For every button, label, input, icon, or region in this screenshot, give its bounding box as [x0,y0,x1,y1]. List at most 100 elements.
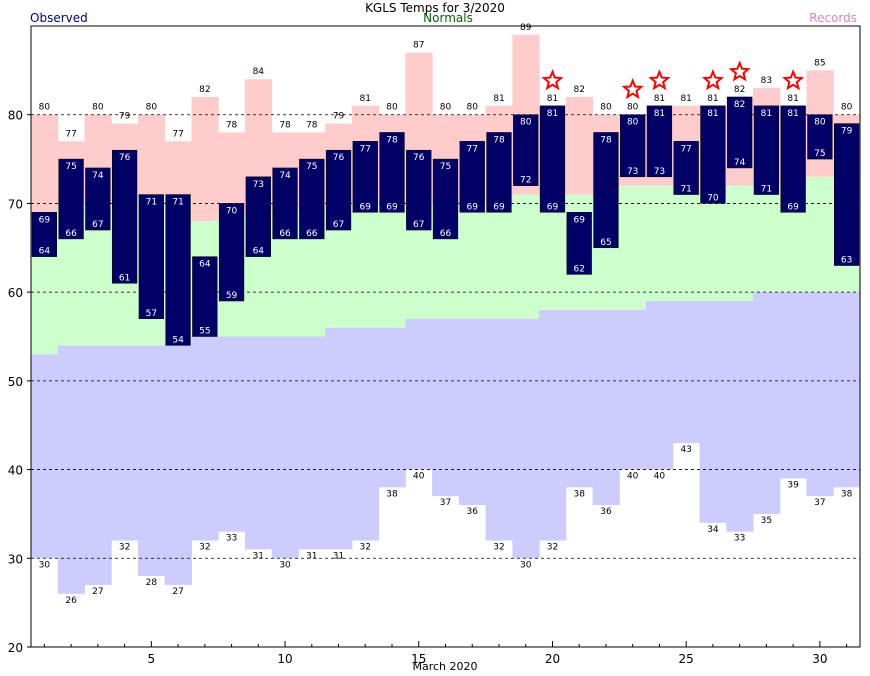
record-high-label: 80 [841,103,853,113]
normal-band [539,194,567,310]
normal-band [806,176,834,293]
observed-low-label: 74 [734,158,746,168]
observed-bar [539,105,566,213]
record-low-label: 32 [360,543,371,553]
observed-bar [58,158,84,240]
observed-high-label: 76 [333,153,345,163]
observed-low-label: 71 [761,185,772,195]
observed-high-label: 75 [440,162,451,172]
legend-records: Records [809,11,857,25]
observed-low-label: 66 [65,229,77,239]
record-high-label: 80 [146,103,158,113]
record-low-band [458,318,487,506]
normal-band [512,194,540,319]
observed-low-label: 64 [253,247,265,257]
observed-high-label: 78 [493,135,505,145]
record-low-band [753,292,781,514]
record-high-label: 79 [119,112,131,122]
record-low-label: 32 [547,543,558,553]
observed-bar [352,141,378,213]
record-low-label: 31 [333,551,344,561]
observed-bar [432,158,459,240]
record-low-label: 30 [279,560,291,570]
observed-bar [325,149,352,231]
observed-high-label: 69 [39,215,51,225]
x-tick-label: 20 [545,652,560,666]
observed-bar [727,96,753,169]
record-low-label: 32 [493,543,504,553]
record-low-label: 28 [146,578,158,588]
observed-bar [673,141,699,195]
record-high-label: 87 [413,41,424,51]
record-low-label: 31 [306,551,317,561]
record-low-band [271,336,299,559]
record-low-label: 30 [39,560,51,570]
record-low-band [619,309,647,470]
y-tick-label: 60 [8,286,23,300]
observed-high-label: 77 [360,144,371,154]
record-low-label: 38 [386,489,398,499]
record-low-band [325,327,353,550]
record-low-band [244,336,273,550]
record-high-band [218,132,246,213]
record-high-band [164,141,192,195]
record-high-label: 82 [199,85,210,95]
observed-bar [299,158,325,240]
record-low-label: 37 [814,498,825,508]
record-low-band [512,318,540,559]
observed-bar [566,212,592,275]
observed-high-label: 81 [761,109,772,119]
observed-low-label: 69 [467,202,479,212]
observed-high-label: 69 [573,215,585,225]
observed-low-label: 62 [573,264,584,274]
record-low-label: 40 [627,472,639,482]
observed-high-label: 77 [680,144,691,154]
observed-low-label: 72 [520,176,531,186]
observed-low-label: 65 [600,238,611,248]
y-tick-label: 50 [8,375,23,389]
record-low-band [539,309,567,541]
normal-band [726,185,754,302]
record-low-band [699,301,727,523]
x-axis-label: March 2020 [412,660,478,673]
observed-high-label: 78 [386,135,398,145]
record-star-icon [782,69,805,91]
y-tick-label: 70 [8,197,23,211]
observed-bar [111,149,138,284]
observed-low-label: 55 [199,327,210,337]
record-high-label: 79 [333,112,345,122]
record-high-band [191,96,219,222]
record-low-label: 40 [413,472,425,482]
observed-high-label: 76 [413,153,425,163]
record-star-icon [701,69,725,91]
record-low-label: 40 [654,472,666,482]
record-high-label: 80 [39,103,51,113]
record-low-band [833,292,861,488]
record-low-band [646,301,674,470]
record-low-label: 31 [253,551,264,561]
observed-bar [192,256,218,337]
observed-low-label: 69 [493,202,505,212]
record-high-label: 78 [306,120,318,130]
chart-title: KGLS Temps for 3/2020 [365,1,505,15]
observed-bar [593,132,619,249]
normal-band [485,203,513,319]
observed-bar [459,141,485,213]
record-high-label: 80 [467,103,479,113]
observed-low-label: 63 [841,256,852,266]
record-low-label: 34 [707,525,719,535]
record-low-band [31,354,59,559]
y-tick-label: 80 [8,109,23,123]
x-tick-label: 10 [277,652,292,666]
normal-band [378,203,406,328]
record-high-label: 80 [386,103,398,113]
record-low-label: 38 [573,489,585,499]
observed-low-label: 66 [306,229,318,239]
normal-band [458,203,487,319]
record-high-label: 81 [493,94,504,104]
legend-normals: Normals [423,11,473,25]
observed-high-label: 80 [520,118,532,128]
record-high-label: 81 [654,94,665,104]
record-high-label: 84 [253,67,265,77]
record-low-label: 33 [226,534,237,544]
